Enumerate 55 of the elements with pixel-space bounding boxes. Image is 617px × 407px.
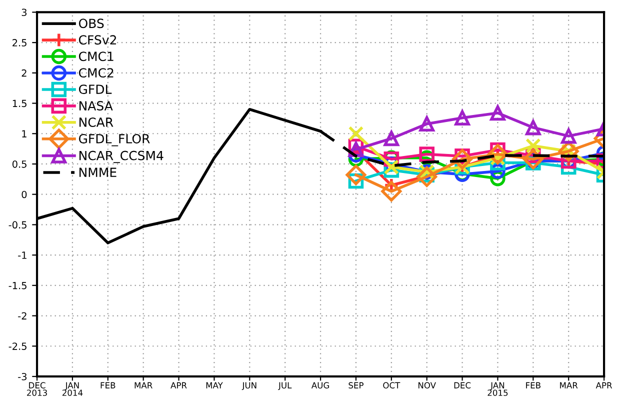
x-tick-label: OCT: [383, 382, 400, 388]
point: [526, 138, 541, 154]
point: [384, 159, 400, 175]
legend-label: NASA: [79, 101, 113, 110]
x-tick-label: FEB: [526, 382, 540, 388]
x-tick-label: SEP: [348, 382, 364, 388]
point: [560, 128, 576, 144]
point: [488, 144, 508, 164]
y-tick-label: 1: [22, 130, 26, 138]
x-tick-label: MAR: [560, 382, 578, 388]
y-tick-label: 2: [22, 69, 26, 77]
point: [348, 126, 364, 142]
y-tick-label: 0: [22, 190, 27, 198]
y-tick-label: 1.5: [12, 100, 26, 108]
x-tick-label: JUL: [278, 382, 292, 390]
legend-label: NMME: [79, 168, 116, 177]
x-tick-label: JAN 2015: [488, 382, 508, 396]
point: [416, 166, 438, 187]
legend-label: CMC2: [78, 68, 114, 78]
point: [452, 148, 473, 170]
point: [490, 105, 506, 121]
y-tick-label: -3: [18, 372, 27, 380]
legend-label: GFDL_FLOR: [78, 134, 150, 146]
y-tick-label: -1.5: [8, 282, 26, 290]
legend-label: NCAR: [79, 118, 114, 127]
legend-label: CMC1: [78, 52, 114, 62]
point: [526, 120, 541, 136]
point: [381, 181, 402, 202]
point: [384, 130, 400, 146]
y-tick-label: 2.5: [12, 39, 26, 46]
y-tick-label: -2.5: [8, 342, 26, 350]
point: [454, 110, 470, 126]
x-tick-label: DEC: [454, 382, 471, 388]
point: [419, 116, 434, 132]
x-tick-label: JAN 2014: [62, 382, 83, 396]
legend-label: NCAR_CCSM4: [79, 150, 164, 164]
legend-label: GFDL: [78, 84, 112, 94]
x-tick-label: MAR: [134, 382, 152, 388]
y-tick-label: -1: [18, 252, 26, 259]
x-tick-label: FEB: [100, 382, 116, 388]
x-tick-label: DEC 2013: [27, 382, 47, 396]
x-tick-label: APR: [596, 382, 612, 388]
point: [522, 148, 544, 170]
x-tick-label: APR: [170, 382, 187, 388]
y-tick-label: 0.5: [12, 160, 26, 168]
x-tick-label: NOV: [418, 382, 436, 388]
x-tick-label: MAY: [206, 382, 223, 388]
point: [346, 164, 366, 186]
legend-label: OBS: [78, 18, 104, 28]
x-tick-label: AUG: [311, 382, 329, 388]
y-tick-label: -2: [18, 312, 26, 320]
y-tick-label: -0.5: [8, 221, 26, 229]
x-tick-label: JUN: [242, 382, 256, 390]
legend-label: CFSv2: [78, 35, 116, 45]
y-tick-label: 3: [22, 8, 27, 16]
